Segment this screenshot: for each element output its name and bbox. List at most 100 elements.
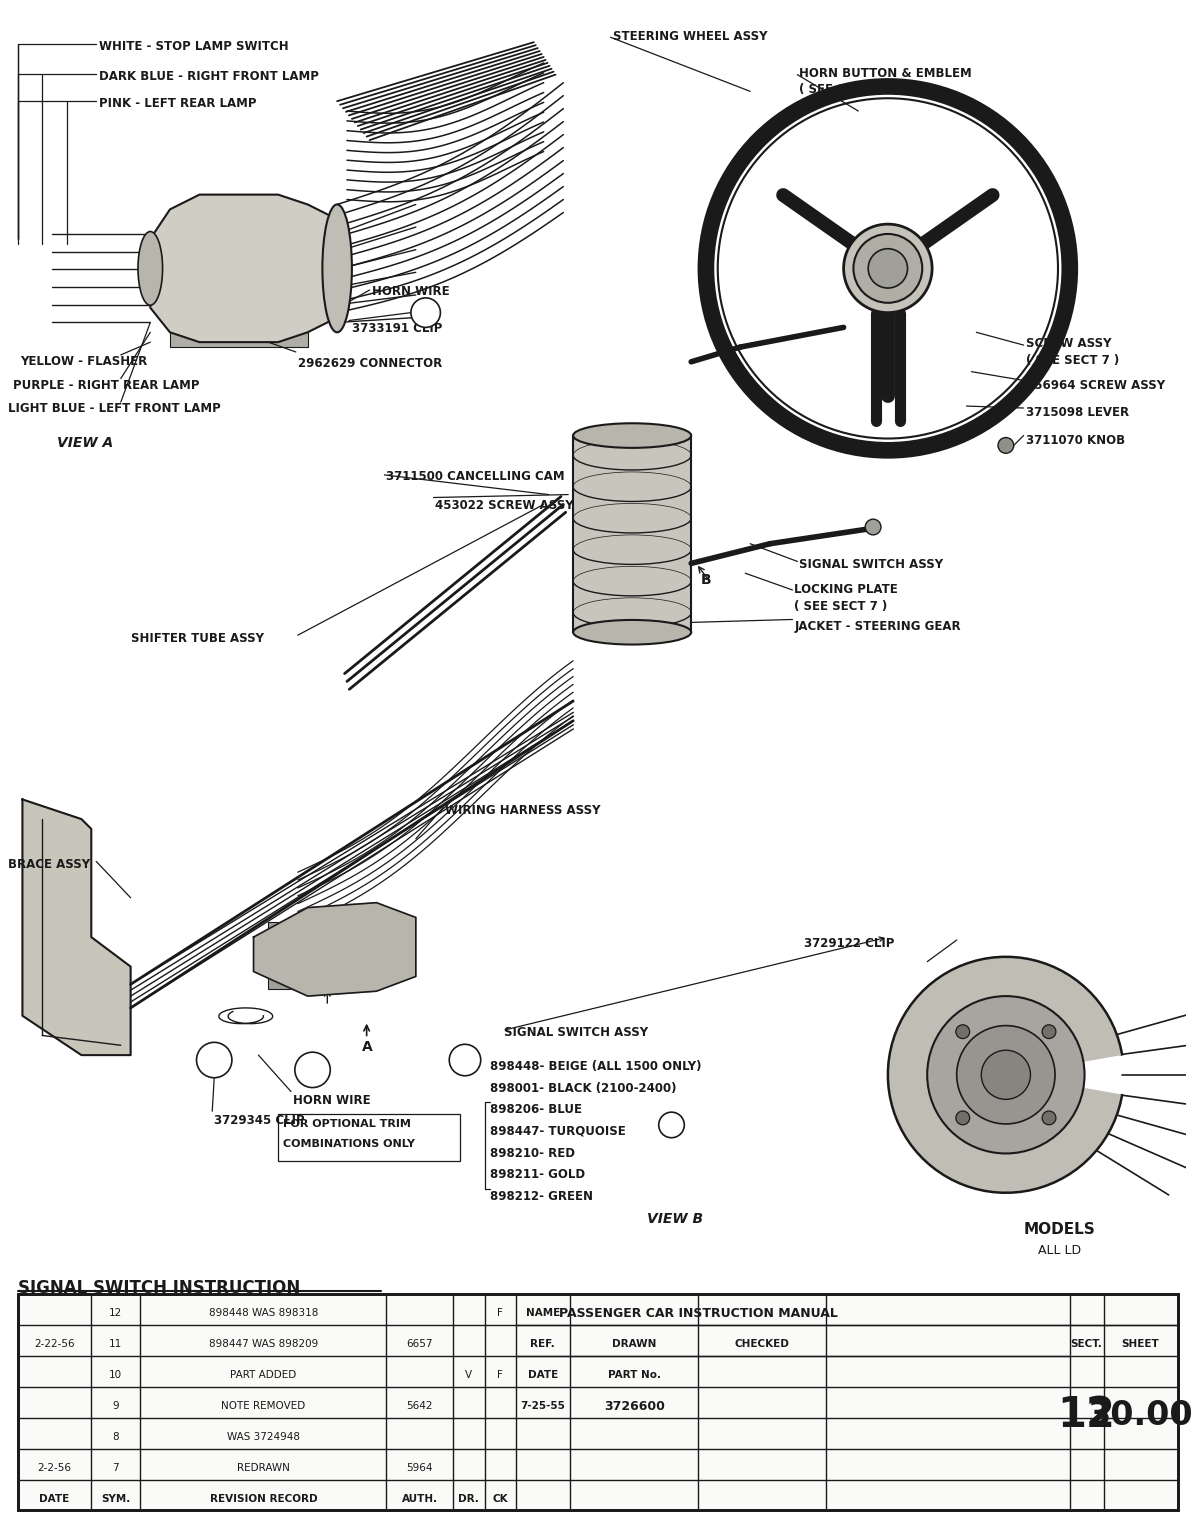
Text: 3711070 KNOB: 3711070 KNOB (1025, 433, 1125, 447)
Text: 898210- RED: 898210- RED (490, 1147, 575, 1159)
Text: CHECKED: CHECKED (735, 1340, 789, 1349)
Bar (268, 922, 367, 940)
Text: PASSENGER CAR INSTRUCTION MANUAL: PASSENGER CAR INSTRUCTION MANUAL (558, 1307, 837, 1320)
Text: AUTH.: AUTH. (402, 1494, 438, 1503)
Text: ( SEE SECT 7 ): ( SEE SECT 7 ) (794, 600, 888, 612)
Text: 456964 SCREW ASSY: 456964 SCREW ASSY (1025, 378, 1165, 392)
Text: HORN WIRE: HORN WIRE (372, 285, 449, 299)
Text: 898206- BLUE: 898206- BLUE (490, 1104, 581, 1116)
Text: PART No.: PART No. (608, 1370, 660, 1381)
Text: 3729122 CLIP: 3729122 CLIP (805, 937, 895, 951)
Text: 11: 11 (109, 1340, 123, 1349)
Text: DR.: DR. (458, 1494, 479, 1503)
Text: MODELS: MODELS (1024, 1222, 1096, 1237)
Text: 7: 7 (113, 1464, 119, 1473)
Text: REF.: REF. (531, 1340, 555, 1349)
Circle shape (998, 438, 1014, 453)
Text: 9: 9 (113, 1401, 119, 1412)
Text: 3715098 LEVER: 3715098 LEVER (1025, 406, 1128, 419)
Text: SCREW ASSY: SCREW ASSY (1025, 337, 1112, 351)
Bar (170, 288, 308, 312)
Text: 7-25-55: 7-25-55 (520, 1401, 565, 1412)
Text: 8: 8 (113, 1431, 119, 1442)
Circle shape (843, 224, 932, 312)
Text: 898212- GREEN: 898212- GREEN (490, 1190, 593, 1203)
Polygon shape (150, 194, 337, 341)
Text: V: V (466, 1370, 473, 1381)
Polygon shape (23, 799, 131, 1055)
Text: 3729345 CLIP: 3729345 CLIP (214, 1115, 304, 1127)
Bar (268, 972, 367, 989)
Text: 5964: 5964 (407, 1464, 433, 1473)
Text: ALL LD: ALL LD (1038, 1243, 1081, 1257)
Ellipse shape (573, 423, 692, 449)
Text: PART ADDED: PART ADDED (230, 1370, 296, 1381)
Text: 6657: 6657 (407, 1340, 433, 1349)
Text: BRACE ASSY: BRACE ASSY (7, 859, 90, 871)
Bar (170, 219, 308, 243)
Text: NOTE REMOVED: NOTE REMOVED (221, 1401, 306, 1412)
Text: HORN WIRE: HORN WIRE (292, 1095, 371, 1107)
Bar (278, 1115, 460, 1162)
Text: 898447- TURQUOISE: 898447- TURQUOISE (490, 1125, 626, 1138)
Circle shape (196, 1043, 232, 1078)
Text: DATE: DATE (528, 1370, 558, 1381)
Text: ( SEE SECT 7 ): ( SEE SECT 7 ) (1025, 354, 1119, 367)
Text: A: A (362, 1041, 373, 1055)
Ellipse shape (138, 231, 162, 305)
Text: 3733191 CLIP: 3733191 CLIP (352, 323, 443, 335)
Text: B: B (701, 573, 712, 588)
Circle shape (1042, 1024, 1056, 1038)
Text: SHEET: SHEET (1121, 1340, 1160, 1349)
Text: 12: 12 (1057, 1395, 1115, 1436)
Bar (573, 435, 692, 632)
Text: REDRAWN: REDRAWN (237, 1464, 290, 1473)
Text: NAME: NAME (526, 1309, 559, 1318)
Text: SIGNAL SWITCH INSTRUCTION: SIGNAL SWITCH INSTRUCTION (18, 1280, 300, 1297)
Text: FOR OPTIONAL TRIM: FOR OPTIONAL TRIM (283, 1119, 411, 1128)
Text: 898447 WAS 898209: 898447 WAS 898209 (209, 1340, 318, 1349)
Text: WIRING HARNESS ASSY: WIRING HARNESS ASSY (445, 804, 600, 818)
Text: 30.00: 30.00 (1088, 1399, 1193, 1431)
Text: 2962629 CONNECTOR: 2962629 CONNECTOR (298, 357, 442, 371)
Text: 898448 WAS 898318: 898448 WAS 898318 (208, 1309, 318, 1318)
Text: F: F (498, 1370, 503, 1381)
Text: 2-2-56: 2-2-56 (37, 1464, 71, 1473)
Text: 3711500 CANCELLING CAM: 3711500 CANCELLING CAM (386, 470, 565, 482)
Text: 10: 10 (207, 1063, 221, 1072)
Text: SIGNAL SWITCH ASSY: SIGNAL SWITCH ASSY (799, 559, 943, 571)
Text: PURPLE - RIGHT REAR LAMP: PURPLE - RIGHT REAR LAMP (12, 378, 200, 392)
Circle shape (295, 1052, 331, 1087)
Text: REVISION RECORD: REVISION RECORD (209, 1494, 318, 1503)
Text: F: F (498, 1309, 503, 1318)
Text: SYM.: SYM. (101, 1494, 130, 1503)
Text: DATE: DATE (40, 1494, 70, 1503)
Text: 898001- BLACK (2100-2400): 898001- BLACK (2100-2400) (490, 1082, 676, 1095)
Text: YELLOW - FLASHER: YELLOW - FLASHER (20, 355, 148, 367)
Text: SIGNAL SWITCH ASSY: SIGNAL SWITCH ASSY (504, 1026, 648, 1038)
Text: 2-22-56: 2-22-56 (34, 1340, 75, 1349)
Circle shape (928, 997, 1085, 1153)
Circle shape (449, 1044, 481, 1076)
Circle shape (956, 1026, 1055, 1124)
Text: 10: 10 (109, 1370, 123, 1381)
Circle shape (659, 1112, 685, 1138)
Text: CK: CK (492, 1494, 508, 1503)
Circle shape (956, 1024, 970, 1038)
Text: VIEW A: VIEW A (57, 435, 113, 450)
Text: 3726600: 3726600 (604, 1399, 664, 1413)
Text: PINK - LEFT REAR LAMP: PINK - LEFT REAR LAMP (99, 98, 256, 110)
Text: 11: 11 (665, 1127, 677, 1136)
Circle shape (956, 1112, 970, 1125)
Text: DRAWN: DRAWN (612, 1340, 657, 1349)
Text: 9: 9 (309, 1072, 316, 1082)
Circle shape (865, 519, 881, 534)
Circle shape (869, 248, 907, 288)
Text: COMBINATIONS ONLY: COMBINATIONS ONLY (283, 1139, 415, 1148)
Bar (18, 1294, 1178, 1511)
Text: JACKET - STEERING GEAR: JACKET - STEERING GEAR (794, 620, 961, 634)
Text: 12: 12 (109, 1309, 123, 1318)
Text: STEERING WHEEL ASSY: STEERING WHEEL ASSY (612, 31, 768, 43)
Text: 453022 SCREW ASSY: 453022 SCREW ASSY (435, 499, 574, 513)
Text: 898448- BEIGE (ALL 1500 ONLY): 898448- BEIGE (ALL 1500 ONLY) (490, 1059, 701, 1073)
